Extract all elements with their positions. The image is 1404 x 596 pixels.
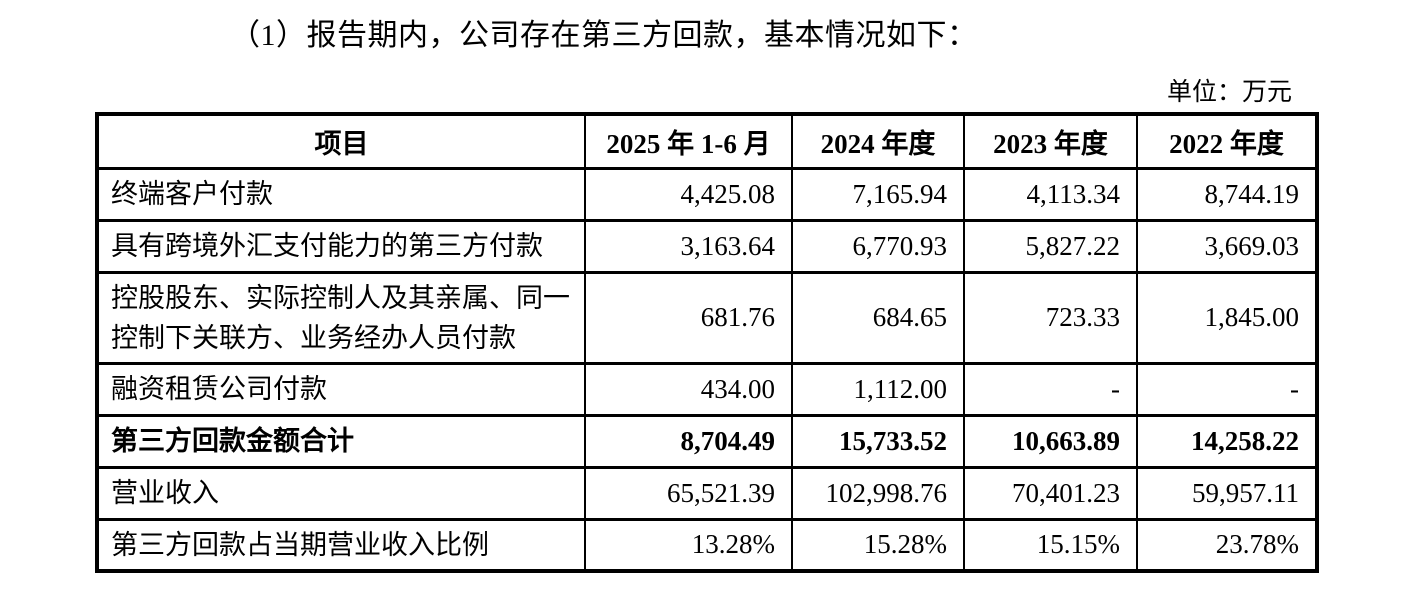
value-cell: 434.00 [584, 361, 793, 417]
value-cell: 681.76 [584, 270, 793, 365]
value-cell: 4,113.34 [963, 166, 1138, 222]
table-row: 融资租赁公司付款 434.00 1,112.00 - - [96, 361, 1318, 417]
table-row: 终端客户付款 4,425.08 7,165.94 4,113.34 8,744.… [96, 166, 1318, 222]
value-cell: 15,733.52 [791, 413, 965, 469]
value-cell: 1,845.00 [1136, 270, 1318, 365]
header-2022: 2022 年度 [1136, 112, 1318, 170]
value-cell: 13.28% [584, 517, 793, 573]
value-cell: 14,258.22 [1136, 413, 1318, 469]
table-row: 第三方回款占当期营业收入比例 13.28% 15.28% 15.15% 23.7… [96, 517, 1318, 573]
row-label: 具有跨境外汇支付能力的第三方付款 [96, 218, 586, 274]
header-2024: 2024 年度 [791, 112, 965, 170]
value-cell: 23.78% [1136, 517, 1318, 573]
value-cell: 3,163.64 [584, 218, 793, 274]
table-row: 控股股东、实际控制人及其亲属、同一控制下关联方、业务经办人员付款 681.76 … [96, 270, 1318, 365]
value-cell: - [963, 361, 1138, 417]
value-cell: 8,744.19 [1136, 166, 1318, 222]
value-cell: 15.28% [791, 517, 965, 573]
value-cell: 102,998.76 [791, 465, 965, 521]
value-cell: 70,401.23 [963, 465, 1138, 521]
header-row: 项目 2025 年 1-6 月 2024 年度 2023 年度 2022 年度 [96, 112, 1318, 170]
header-item: 项目 [96, 112, 586, 170]
unit-label: 单位：万元 [1166, 79, 1292, 106]
value-cell: 6,770.93 [791, 218, 965, 274]
value-cell: 5,827.22 [963, 218, 1138, 274]
value-cell: 3,669.03 [1136, 218, 1318, 274]
header-2025-h1: 2025 年 1-6 月 [584, 112, 793, 170]
value-cell: 8,704.49 [584, 413, 793, 469]
table-header: 项目 2025 年 1-6 月 2024 年度 2023 年度 2022 年度 [96, 112, 1318, 170]
row-label: 第三方回款占当期营业收入比例 [96, 517, 586, 573]
value-cell: 684.65 [791, 270, 965, 365]
value-cell: - [1136, 361, 1318, 417]
row-label: 营业收入 [96, 465, 586, 521]
value-cell: 1,112.00 [791, 361, 965, 417]
header-2023: 2023 年度 [963, 112, 1138, 170]
value-cell: 7,165.94 [791, 166, 965, 222]
value-cell: 10,663.89 [963, 413, 1138, 469]
table-row-total: 第三方回款金额合计 8,704.49 15,733.52 10,663.89 1… [96, 413, 1318, 469]
table-row: 具有跨境外汇支付能力的第三方付款 3,163.64 6,770.93 5,827… [96, 218, 1318, 274]
row-label: 终端客户付款 [96, 166, 586, 222]
row-label: 第三方回款金额合计 [96, 413, 586, 469]
value-cell: 4,425.08 [584, 166, 793, 222]
value-cell: 65,521.39 [584, 465, 793, 521]
value-cell: 59,957.11 [1136, 465, 1318, 521]
table-row: 营业收入 65,521.39 102,998.76 70,401.23 59,9… [96, 465, 1318, 521]
third-party-collection-table: 项目 2025 年 1-6 月 2024 年度 2023 年度 2022 年度 … [95, 112, 1319, 573]
row-label: 控股股东、实际控制人及其亲属、同一控制下关联方、业务经办人员付款 [96, 270, 586, 365]
value-cell: 723.33 [963, 270, 1138, 365]
section-title: （1）报告期内，公司存在第三方回款，基本情况如下： [230, 19, 978, 52]
value-cell: 15.15% [963, 517, 1138, 573]
row-label: 融资租赁公司付款 [96, 361, 586, 417]
